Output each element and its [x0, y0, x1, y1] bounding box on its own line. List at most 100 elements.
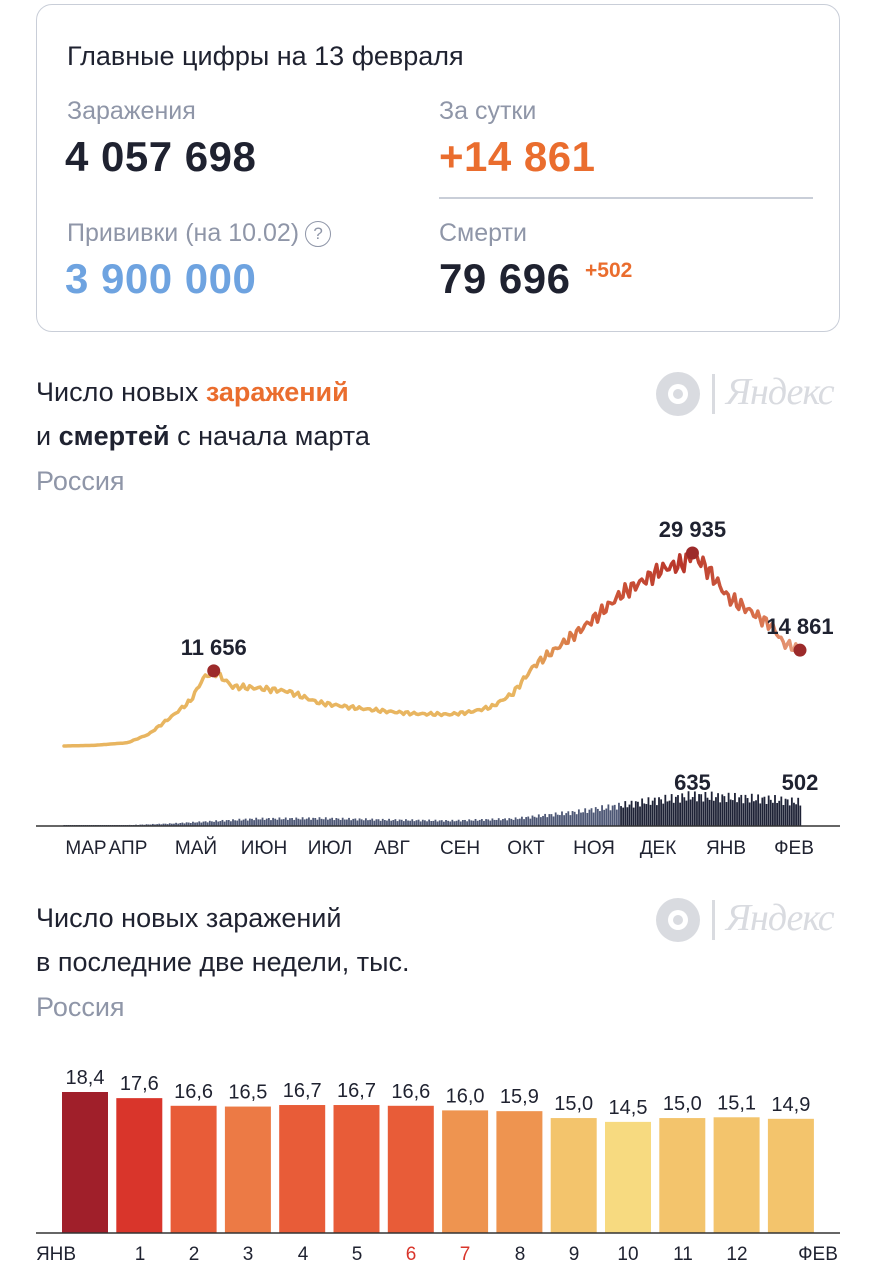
death-bar [740, 794, 743, 826]
death-bar [160, 824, 163, 826]
death-bar [689, 799, 692, 826]
death-bar [238, 818, 241, 826]
death-bar [510, 818, 513, 826]
death-bar [687, 791, 690, 826]
death-bar [664, 794, 667, 826]
death-bar [546, 817, 549, 826]
death-bar [662, 803, 665, 826]
death-bar [734, 792, 736, 826]
death-bar [369, 819, 371, 826]
death-bar [390, 820, 393, 826]
death-bar [639, 806, 641, 826]
death-bar [615, 809, 618, 826]
death-bar [708, 799, 711, 826]
death-bar [333, 820, 336, 826]
death-bar [769, 799, 772, 826]
death-bar [430, 820, 433, 826]
death-bar [276, 819, 279, 826]
death-bar [200, 822, 203, 826]
peak-marker [207, 664, 221, 678]
death-bar [156, 824, 158, 826]
death-bar [461, 820, 464, 826]
death-bar [577, 809, 580, 826]
death-bar [660, 799, 663, 826]
bar-value-label: 17,6 [120, 1073, 159, 1095]
day-tick-label: ФЕВ [798, 1244, 838, 1265]
death-bar [544, 813, 547, 826]
death-bar [472, 820, 475, 826]
death-bar [175, 822, 177, 826]
bar-value-label: 15,9 [500, 1086, 539, 1108]
death-bar [693, 791, 696, 826]
death-bar [196, 822, 199, 826]
death-bar [647, 797, 650, 826]
day-tick-label: 3 [243, 1244, 254, 1265]
death-bar [364, 818, 367, 826]
chart2-title: Число новых заражений в последние две не… [36, 896, 410, 984]
death-bar [234, 820, 237, 826]
death-bar [649, 804, 652, 826]
death-bar [242, 819, 245, 826]
death-bar [622, 807, 625, 826]
death-bar [164, 823, 167, 826]
death-bar [750, 793, 753, 826]
death-bar [599, 811, 601, 826]
death-bar [244, 818, 247, 826]
death-bar [263, 819, 266, 826]
death-bar [445, 820, 447, 826]
death-bar [236, 820, 239, 826]
death-bar [674, 796, 677, 826]
death-bar [314, 818, 317, 826]
day-bar [659, 1118, 706, 1233]
death-bar [312, 817, 315, 826]
death-bar [436, 821, 439, 826]
death-bar [552, 816, 555, 826]
day-tick-label: 6 [406, 1244, 417, 1265]
death-bar [162, 823, 165, 826]
death-bar [219, 821, 222, 826]
death-bar [337, 818, 340, 826]
death-bar [537, 814, 540, 826]
death-bar [339, 819, 342, 826]
death-bar [717, 793, 719, 826]
death-bar [483, 820, 485, 826]
death-bar [192, 821, 194, 826]
cases-deaths-chart: 11 656 29 935 14 861 635 502 МАР АПР МАЙ ИЮН ИЮЛ… [36, 517, 840, 859]
day-ticks: ЯНВ 1 2 3 4 5 6 7 8 9 10 11 12 ФЕВ [36, 1244, 838, 1265]
bar-value-label: 14,9 [771, 1094, 810, 1116]
death-bar [778, 800, 781, 826]
death-bar [373, 820, 376, 826]
day-bar [279, 1105, 326, 1233]
bar-value-label: 15,0 [663, 1093, 702, 1115]
death-bar [516, 819, 519, 826]
death-bar [396, 821, 399, 826]
logo-divider [712, 900, 715, 940]
death-bar [774, 795, 776, 826]
death-bar [542, 815, 544, 826]
chart1-region: Россия [36, 466, 125, 496]
death-bar [799, 805, 802, 826]
death-bar [719, 802, 722, 826]
death-bar [763, 796, 766, 826]
bar-value-label: 16,0 [446, 1085, 485, 1107]
death-bar [240, 820, 243, 826]
death-bar [670, 794, 673, 826]
death-bar [324, 817, 327, 826]
death-bar [725, 802, 728, 826]
death-bar [335, 818, 338, 826]
chart1-title-part3: с начала марта [169, 421, 370, 451]
question-circle-icon[interactable]: ? [305, 221, 332, 248]
death-bar [413, 821, 416, 826]
death-bar [698, 794, 700, 826]
death-bar [704, 791, 707, 826]
month-tick-label: АПР [109, 838, 148, 859]
death-bar [685, 800, 688, 826]
death-bar [442, 821, 445, 826]
death-bar [558, 815, 561, 826]
yandex-logo-icon [656, 898, 700, 942]
death-bar [255, 817, 258, 826]
death-bar [596, 808, 599, 826]
deaths-bars [63, 791, 802, 826]
death-bar [303, 819, 306, 826]
death-bar [712, 800, 715, 826]
